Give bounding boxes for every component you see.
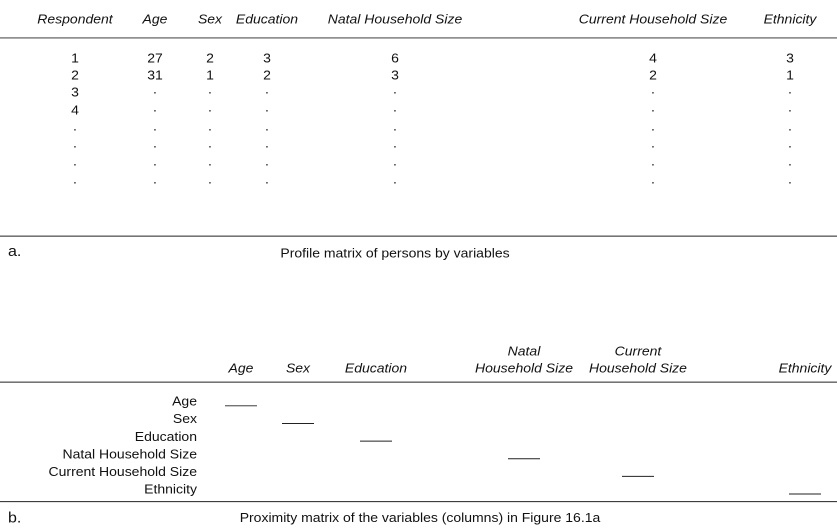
- cell: 1: [206, 68, 214, 83]
- cell: ·: [208, 157, 213, 172]
- cell: 2: [649, 68, 657, 83]
- row-label: Education: [135, 429, 197, 444]
- cell: ·: [651, 103, 656, 118]
- cell: 1: [786, 68, 794, 83]
- column-header: Age: [228, 361, 254, 376]
- cell: ·: [651, 175, 656, 190]
- cell: ·: [73, 122, 78, 137]
- caption: Proximity matrix of the variables (colum…: [240, 511, 601, 526]
- cell: ·: [73, 157, 78, 172]
- row-label: Current Household Size: [49, 464, 197, 479]
- column-header: Education: [236, 12, 298, 27]
- cell: 27: [147, 51, 163, 66]
- cell: ·: [153, 175, 158, 190]
- cell: ·: [265, 175, 270, 190]
- cell: 6: [391, 51, 399, 66]
- cell: 2: [206, 51, 214, 66]
- column-header: Household Size: [589, 361, 687, 376]
- panel-label: b.: [8, 510, 21, 527]
- caption: Profile matrix of persons by variables: [280, 246, 509, 261]
- panel-label: a.: [8, 244, 21, 261]
- cell: ·: [265, 122, 270, 137]
- cell: ·: [73, 139, 78, 154]
- cell: ·: [788, 175, 793, 190]
- column-header: Education: [345, 361, 407, 376]
- cell: ·: [265, 103, 270, 118]
- column-header: Ethnicity: [764, 12, 818, 27]
- cell: ·: [153, 85, 158, 100]
- cell: ·: [265, 139, 270, 154]
- cell: ·: [788, 103, 793, 118]
- cell: 4: [71, 103, 79, 118]
- cell: 2: [71, 68, 79, 83]
- cell: ·: [651, 122, 656, 137]
- cell: ·: [393, 103, 398, 118]
- cell: ·: [208, 103, 213, 118]
- cell: 3: [263, 51, 271, 66]
- cell: ·: [651, 139, 656, 154]
- column-header: Respondent: [37, 12, 114, 27]
- column-header: Natal: [508, 344, 542, 359]
- cell: 31: [147, 68, 163, 83]
- row-label: Ethnicity: [144, 482, 197, 497]
- column-header: Current: [615, 344, 663, 359]
- cell: ·: [393, 139, 398, 154]
- cell: ·: [208, 122, 213, 137]
- column-header: Age: [142, 12, 168, 27]
- cell: ·: [393, 175, 398, 190]
- cell: ·: [788, 157, 793, 172]
- cell: ·: [393, 157, 398, 172]
- column-header: Household Size: [475, 361, 573, 376]
- cell: ·: [393, 122, 398, 137]
- column-header: Sex: [198, 12, 223, 27]
- cell: 2: [263, 68, 271, 83]
- cell: 3: [786, 51, 794, 66]
- cell: ·: [788, 139, 793, 154]
- cell: 4: [649, 51, 657, 66]
- cell: ·: [208, 139, 213, 154]
- cell: ·: [208, 175, 213, 190]
- cell: ·: [208, 85, 213, 100]
- cell: 3: [71, 85, 79, 100]
- column-header: Sex: [286, 361, 311, 376]
- row-label: Sex: [173, 412, 197, 427]
- column-header: Natal Household Size: [328, 12, 463, 27]
- cell: ·: [788, 85, 793, 100]
- column-header: Current Household Size: [579, 12, 728, 27]
- cell: ·: [265, 85, 270, 100]
- cell: ·: [153, 103, 158, 118]
- cell: ·: [265, 157, 270, 172]
- cell: ·: [651, 85, 656, 100]
- row-label: Age: [172, 394, 197, 409]
- cell: ·: [153, 122, 158, 137]
- row-label: Natal Household Size: [63, 447, 197, 462]
- cell: ·: [393, 85, 398, 100]
- cell: ·: [153, 157, 158, 172]
- cell: ·: [651, 157, 656, 172]
- cell: 1: [71, 51, 79, 66]
- column-header: Ethnicity: [779, 361, 833, 376]
- cell: ·: [788, 122, 793, 137]
- cell: ·: [153, 139, 158, 154]
- cell: ·: [73, 175, 78, 190]
- cell: 3: [391, 68, 399, 83]
